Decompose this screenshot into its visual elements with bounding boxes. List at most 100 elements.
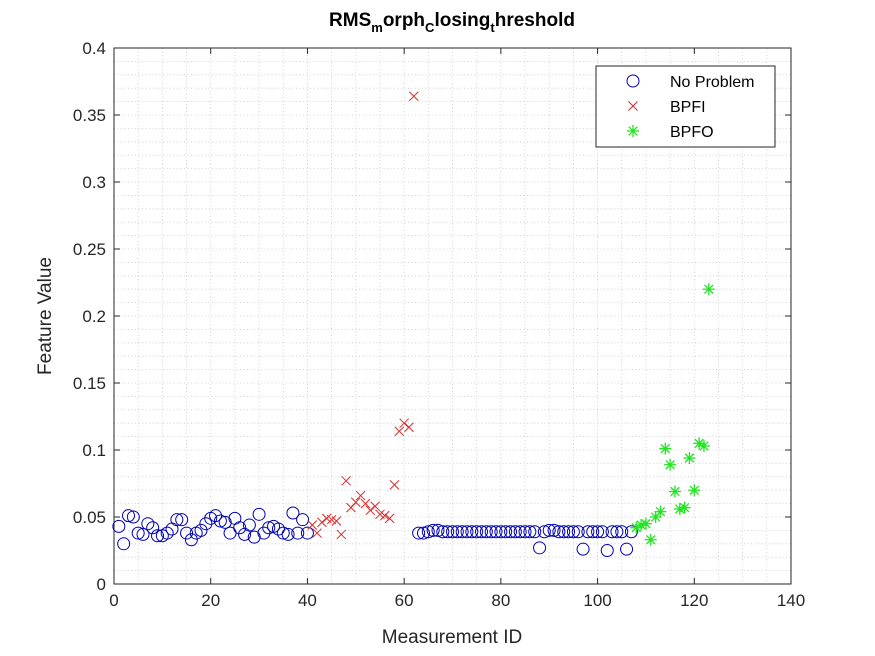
data-point-no-problem (291, 526, 305, 540)
data-point-no-problem (518, 525, 532, 539)
data-point-bpfi (379, 510, 390, 521)
data-point-no-problem (141, 517, 155, 531)
data-point-no-problem (557, 525, 571, 539)
data-point-no-problem (112, 519, 126, 533)
y-tick-label: 0.35 (73, 106, 106, 125)
title-part-3: C (425, 20, 435, 35)
data-point-no-problem (252, 507, 266, 521)
data-point-no-problem (233, 521, 247, 535)
data-point-no-problem (276, 526, 290, 540)
x-tick-label: 20 (201, 591, 220, 610)
data-point-no-problem (126, 510, 140, 524)
data-point-no-problem (615, 525, 629, 539)
data-point-no-problem (146, 521, 160, 535)
data-point-no-problem (199, 517, 213, 531)
data-point-bpfi (331, 516, 342, 526)
data-point-no-problem (513, 525, 527, 539)
data-point-no-problem (600, 544, 614, 557)
x-tick-label: 40 (298, 591, 317, 610)
data-point-no-problem (455, 525, 469, 539)
data-point-bpfi (307, 520, 318, 530)
data-point-bpfo (688, 484, 701, 497)
data-point-no-problem (605, 525, 619, 539)
y-tick-label: 0.4 (82, 39, 106, 58)
data-point-bpfi (312, 528, 322, 538)
data-point-no-problem (591, 525, 605, 539)
data-point-no-problem (465, 525, 479, 539)
data-marks (112, 91, 715, 557)
y-tick-label: 0 (97, 575, 106, 594)
data-point-no-problem (470, 525, 484, 539)
data-point-no-problem (610, 525, 624, 539)
data-point-no-problem (537, 525, 551, 539)
y-tick-label: 0.15 (73, 374, 106, 393)
data-point-bpfi (317, 517, 327, 528)
title-part-2: orph (383, 10, 425, 31)
data-point-no-problem (262, 521, 276, 535)
data-point-bpfi (370, 501, 380, 512)
data-point-bpfi (341, 475, 351, 486)
data-point-no-problem (184, 533, 198, 547)
data-point-no-problem (581, 525, 595, 539)
data-point-bpfo (654, 505, 667, 518)
data-point-no-problem (209, 509, 223, 523)
legend-box (595, 65, 776, 148)
data-point-bpfi (394, 426, 405, 437)
data-point-no-problem (175, 513, 189, 527)
y-tick-label: 0.05 (73, 508, 106, 527)
y-tick-label: 0.1 (82, 441, 106, 460)
data-point-bpfi (399, 418, 409, 429)
data-point-no-problem (489, 525, 503, 539)
data-point-bpfi (355, 490, 366, 501)
y-axis-label: Feature Value (35, 257, 56, 375)
data-point-no-problem (151, 529, 165, 543)
data-point-no-problem (426, 523, 440, 537)
data-point-bpfi (389, 479, 400, 490)
data-point-bpfi (350, 497, 361, 508)
data-point-bpfo (664, 458, 677, 471)
data-point-no-problem (552, 525, 566, 539)
data-point-no-problem (257, 526, 271, 540)
data-point-no-problem (136, 527, 150, 541)
data-point-no-problem (281, 527, 295, 541)
data-point-no-problem (131, 526, 145, 540)
data-point-no-problem (431, 523, 445, 537)
data-point-bpfi (408, 91, 419, 102)
title-part-5: t (490, 20, 495, 35)
x-tick-label: 140 (777, 591, 805, 610)
legend: No Problem BPFI BPFO (595, 65, 776, 148)
data-point-no-problem (542, 523, 556, 537)
legend-label-no-problem: No Problem (670, 74, 754, 91)
data-point-no-problem (441, 525, 455, 539)
data-point-no-problem (562, 525, 576, 539)
legend-symbols (626, 74, 640, 137)
x-axis-label: Measurement ID (382, 627, 522, 648)
data-point-no-problem (122, 509, 136, 523)
title-part-4: losing (434, 10, 490, 31)
data-point-bpfo (702, 283, 715, 296)
y-tick-label: 0.2 (82, 307, 106, 326)
data-point-no-problem (508, 525, 522, 539)
x-tick-label: 100 (583, 591, 611, 610)
x-tick-label: 60 (395, 591, 414, 610)
data-point-no-problem (218, 515, 232, 529)
data-point-bpfo (668, 485, 681, 498)
data-point-no-problem (624, 525, 638, 539)
legend-symbol-bpfo (627, 125, 639, 137)
title-part-1: m (371, 20, 383, 35)
data-point-no-problem (213, 514, 227, 528)
chart-title: RMSmorphClosingthreshold (329, 10, 575, 35)
data-point-no-problem (576, 542, 590, 556)
data-point-no-problem (446, 525, 459, 539)
data-point-no-problem (242, 518, 256, 532)
x-tick-label: 120 (680, 591, 708, 610)
data-point-bpfo (659, 442, 672, 455)
data-point-no-problem (117, 537, 131, 551)
ticks: 0 20 40 60 80 100 120 140 0 0.05 0.1 0.15 0.2 0.25 0.3… (73, 39, 805, 610)
y-tick-label: 0.3 (82, 173, 106, 192)
data-point-no-problem (494, 525, 508, 539)
data-point-no-problem (170, 513, 184, 527)
data-point-bpfi (336, 529, 347, 540)
data-point-no-problem (247, 530, 261, 544)
